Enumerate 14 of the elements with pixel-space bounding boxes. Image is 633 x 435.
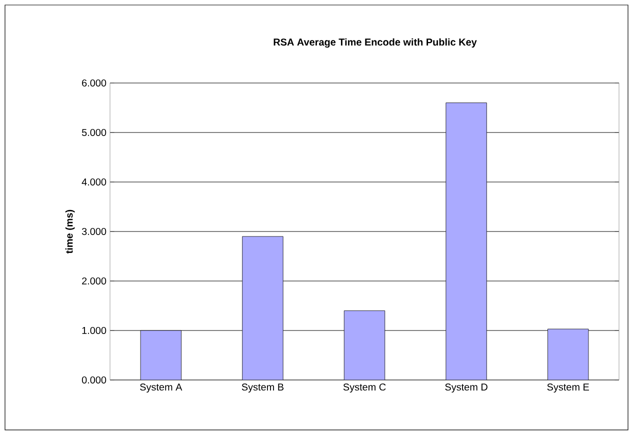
x-tick-label: System E bbox=[547, 384, 589, 393]
y-tick-label: 2.000 bbox=[82, 277, 106, 285]
y-axis-title: time (ms) bbox=[65, 210, 75, 254]
x-tick-label: System A bbox=[140, 384, 182, 393]
y-tick-label: 3.000 bbox=[82, 228, 106, 236]
y-tick-label: 5.000 bbox=[82, 128, 106, 136]
x-tick-label: System D bbox=[445, 384, 488, 393]
y-tick-label: 4.000 bbox=[82, 178, 106, 186]
y-tick-label: 0.000 bbox=[82, 376, 106, 384]
y-tick-label: 6.000 bbox=[82, 79, 106, 87]
chart-title: RSA Average Time Encode with Public Key bbox=[274, 38, 477, 48]
x-tick-label: System B bbox=[242, 384, 284, 393]
y-tick-label: 1.000 bbox=[82, 326, 106, 334]
x-tick-label: System C bbox=[343, 384, 386, 393]
